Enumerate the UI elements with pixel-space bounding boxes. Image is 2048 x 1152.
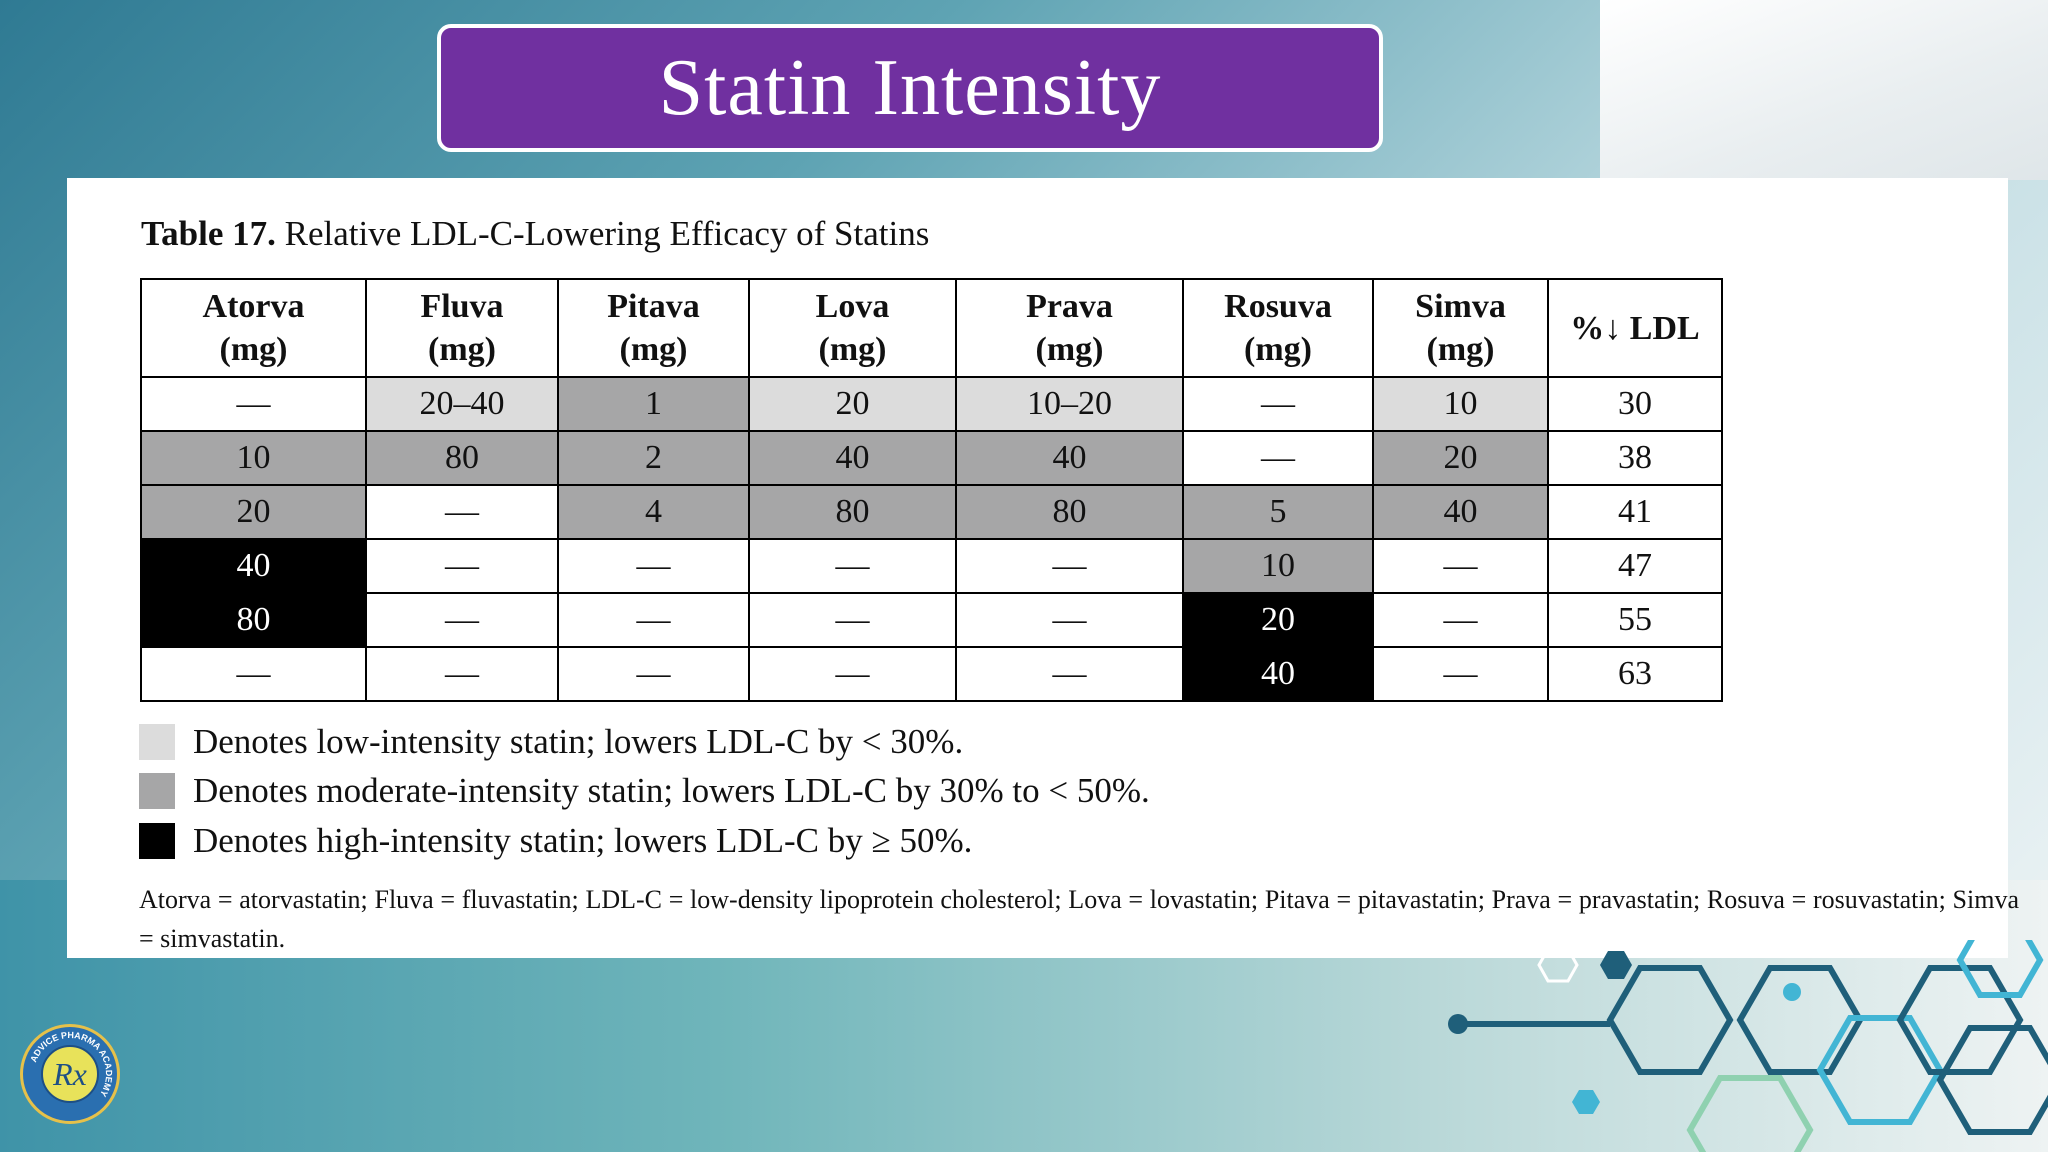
table-cell: — (1372, 592, 1549, 648)
table-cell: 20 (748, 376, 957, 432)
table-cell: — (365, 484, 559, 540)
table-cell: — (955, 592, 1184, 648)
slide-title: Statin Intensity (658, 43, 1162, 132)
hexagon-shape (1537, 947, 1579, 983)
table-cell: 2 (557, 430, 750, 486)
table-cell: — (140, 376, 367, 432)
table-cell: 10 (140, 430, 367, 486)
table-row: 80— — — —20—55 (140, 592, 1723, 648)
column-header: Pitava (mg) (557, 278, 750, 378)
hexagon-shape (1572, 1090, 1600, 1114)
hexagon-shape (1736, 965, 1864, 1075)
caption-number: Table 17. (141, 214, 276, 253)
academy-logo: ADVICE PHARMA ACADEMY Rx (20, 1024, 120, 1124)
molecule-decoration (1448, 940, 2048, 1152)
table-cell: — (365, 592, 559, 648)
table-cell: 41 (1547, 484, 1723, 540)
legend-text-low: Denotes low-intensity statin; lowers LDL… (193, 722, 964, 761)
table-row: 20—4 80 80 5 40 41 (140, 484, 1723, 540)
table-cell: — (365, 538, 559, 594)
column-header: Fluva (mg) (365, 278, 559, 378)
table-cell: — (1182, 376, 1374, 432)
table-cell: — (748, 646, 957, 702)
background-figure (1600, 0, 2048, 180)
molecule-node (1783, 983, 1801, 1001)
abbreviation-footnote: Atorva = atorvastatin; Fluva = fluvastat… (139, 885, 2019, 953)
table-cell: — (748, 592, 957, 648)
hexagon-shape (1816, 1015, 1944, 1125)
column-header: Lova (mg) (748, 278, 957, 378)
table-cell: — (557, 592, 750, 648)
title-banner: Statin Intensity (437, 24, 1383, 152)
table-row: — — — — —40—63 (140, 646, 1723, 702)
caption-text: Relative LDL-C-Lowering Efficacy of Stat… (275, 214, 930, 253)
column-header: %↓ LDL (1547, 278, 1723, 378)
legend-swatch-low (139, 724, 175, 760)
hexagon-shape (1686, 1075, 1814, 1152)
table-cell: 20 (140, 484, 367, 540)
table-cell: 80 (140, 592, 367, 648)
table-cell: — (140, 646, 367, 702)
table-cell: 80 (365, 430, 559, 486)
table-cell: — (365, 646, 559, 702)
table-cell: 40 (140, 538, 367, 594)
table-cell: 10 (1372, 376, 1549, 432)
table-cell: — (1372, 646, 1549, 702)
table-header-row: Atorva (mg) Fluva (mg) Pitava (mg) Lova (mg… (140, 278, 1723, 378)
table-cell: 1 (557, 376, 750, 432)
table-row: 40— — — —10—47 (140, 538, 1723, 594)
legend-swatch-moderate (139, 773, 175, 809)
table-cell: 5 (1182, 484, 1374, 540)
table-cell: — (557, 646, 750, 702)
table-cell: 80 (955, 484, 1184, 540)
table-cell: 10 (1182, 538, 1374, 594)
table-cell: 30 (1547, 376, 1723, 432)
table-cell: 47 (1547, 538, 1723, 594)
molecule-node (1448, 1014, 1468, 1034)
table-cell: 40 (955, 430, 1184, 486)
table-panel: Table 17. Relative LDL-C-Lowering Effica… (67, 178, 2019, 958)
statin-table: Atorva (mg) Fluva (mg) Pitava (mg) Lova (mg… (140, 278, 1723, 702)
hexagon-shape (1956, 940, 2044, 998)
table-cell: — (955, 538, 1184, 594)
table-cell: 40 (1372, 484, 1549, 540)
hexagon-shape (1936, 1025, 2048, 1135)
column-header: Simva (mg) (1372, 278, 1549, 378)
table-cell: 55 (1547, 592, 1723, 648)
table-cell: — (557, 538, 750, 594)
table-body: —20–40 1 20 10–20—10 30 10 80 2 40 40—20 38 20—4 80 8… (140, 376, 1723, 702)
table-row: 10 80 2 40 40—20 38 (140, 430, 1723, 486)
table-cell: — (955, 646, 1184, 702)
hexagon-shape (1606, 965, 1734, 1075)
table-cell: 20 (1182, 592, 1374, 648)
table-cell: 20 (1372, 430, 1549, 486)
table-cell: — (1182, 430, 1374, 486)
column-header: Prava (mg) (955, 278, 1184, 378)
table-cell: — (748, 538, 957, 594)
column-header: Rosuva (mg) (1182, 278, 1374, 378)
table-cell: 4 (557, 484, 750, 540)
table-cell: 63 (1547, 646, 1723, 702)
hexagon-shape (1600, 951, 1632, 979)
legend-text-high: Denotes high-intensity statin; lowers LD… (193, 821, 973, 860)
table-cell: 20–40 (365, 376, 559, 432)
table-cell: 80 (748, 484, 957, 540)
rx-icon: Rx (41, 1045, 99, 1103)
legend-swatch-high (139, 823, 175, 859)
hexagon-shape (1896, 965, 2024, 1075)
table-cell: 40 (1182, 646, 1374, 702)
table-cell: 40 (748, 430, 957, 486)
table-caption: Table 17. Relative LDL-C-Lowering Effica… (141, 214, 929, 254)
table-cell: 10–20 (955, 376, 1184, 432)
column-header: Atorva (mg) (140, 278, 367, 378)
table-row: —20–40 1 20 10–20—10 30 (140, 376, 1723, 432)
table-cell: — (1372, 538, 1549, 594)
table-cell: 38 (1547, 430, 1723, 486)
legend-text-moderate: Denotes moderate-intensity statin; lower… (193, 771, 1150, 810)
